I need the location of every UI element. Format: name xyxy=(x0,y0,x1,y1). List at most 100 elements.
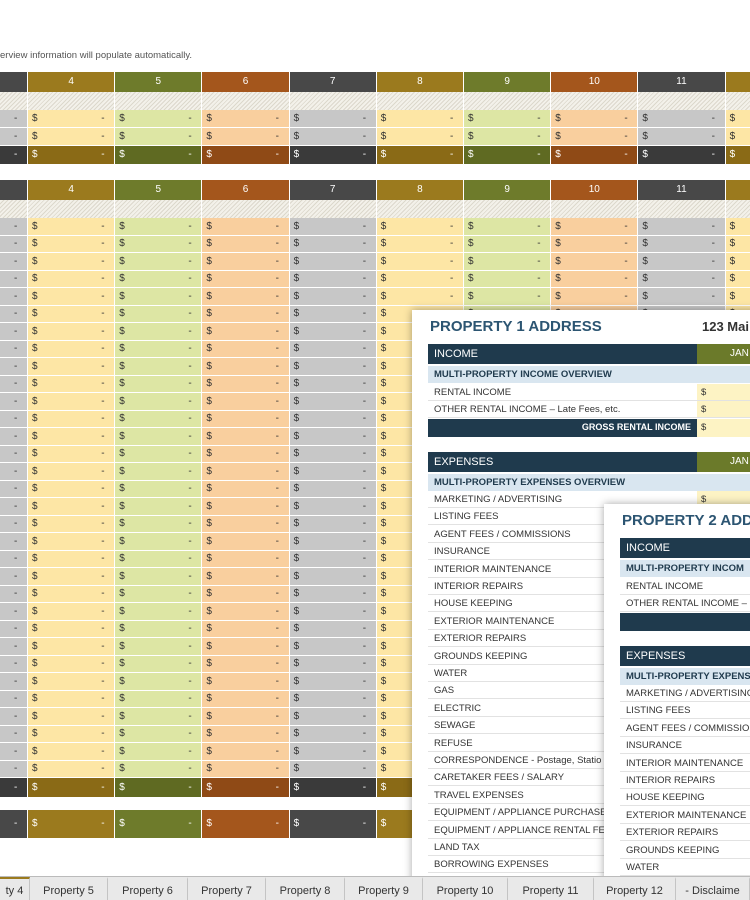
cell-empty: - xyxy=(624,255,628,267)
month-header xyxy=(697,452,750,472)
cell-empty: - xyxy=(450,149,454,160)
column-header xyxy=(376,180,463,200)
cell-empty: - xyxy=(188,273,192,285)
cell-currency: $ xyxy=(206,763,212,775)
cell xyxy=(0,515,27,532)
cell-currency: $ xyxy=(119,448,125,460)
sheet-tab[interactable]: Property 7 xyxy=(188,877,266,900)
cell-currency: $ xyxy=(729,149,736,160)
cell-empty: - xyxy=(362,378,367,390)
sheet-tab[interactable]: Property 11 xyxy=(508,877,594,900)
cell-empty: - xyxy=(711,273,715,285)
column-header xyxy=(551,180,638,200)
cell-currency: $ xyxy=(293,675,300,687)
cell xyxy=(28,323,115,340)
cell xyxy=(115,568,202,585)
sheet-tab[interactable]: ty 4 xyxy=(0,877,30,900)
row-label: INSURANCE xyxy=(626,740,682,752)
cell-currency: $ xyxy=(32,640,38,652)
cell xyxy=(289,253,376,270)
hatch-row xyxy=(0,200,27,218)
sheet-tab[interactable]: Property 9 xyxy=(345,877,423,900)
cell-empty: - xyxy=(711,238,715,250)
cell xyxy=(725,288,750,305)
hatch-row xyxy=(0,92,27,110)
cell xyxy=(115,480,202,497)
cell-currency: $ xyxy=(32,220,38,232)
sheet-tab[interactable]: Property 8 xyxy=(266,877,345,900)
cell-empty: - xyxy=(14,149,18,160)
cell-currency: $ xyxy=(380,395,387,407)
cell-empty: - xyxy=(101,448,105,460)
sheet-tab-label: Property 12 xyxy=(606,885,663,897)
cell-currency: $ xyxy=(380,518,387,530)
cell-empty: - xyxy=(101,220,105,232)
column-header xyxy=(725,72,750,92)
cell-currency: $ xyxy=(206,728,212,740)
cell xyxy=(202,515,289,532)
sheet-tab[interactable]: Property 10 xyxy=(423,877,508,900)
hatch-row xyxy=(725,92,750,110)
cell xyxy=(202,445,289,462)
cell-empty: - xyxy=(275,325,279,337)
cell-currency: $ xyxy=(555,220,561,232)
cell xyxy=(289,725,376,742)
cell xyxy=(202,638,289,655)
cell-empty: - xyxy=(101,360,105,372)
cell-currency: $ xyxy=(293,553,300,565)
cell-currency: $ xyxy=(206,675,212,687)
cell-currency: $ xyxy=(206,413,212,425)
cell-currency: $ xyxy=(119,518,125,530)
cell xyxy=(115,655,202,672)
hatch-row xyxy=(638,92,725,110)
cell-empty: - xyxy=(362,273,367,285)
cell-empty: - xyxy=(275,710,279,722)
sheet-tab[interactable]: Property 12 xyxy=(594,877,676,900)
row-line xyxy=(428,802,750,804)
row-label: AGENT FEES / COMMISSION xyxy=(626,722,750,734)
panel-title: PROPERTY 2 ADD xyxy=(622,512,750,529)
cell xyxy=(202,305,289,322)
cell-currency: $ xyxy=(380,238,387,250)
hatch-row xyxy=(28,200,115,218)
cell-currency: $ xyxy=(468,290,474,302)
row-line xyxy=(620,840,750,842)
cell xyxy=(289,480,376,497)
cell-empty: - xyxy=(362,131,367,142)
row-line xyxy=(428,559,750,561)
value-cell xyxy=(697,491,750,507)
cell-empty: - xyxy=(14,781,18,793)
cell-empty: - xyxy=(275,255,279,267)
cell-currency: $ xyxy=(206,588,212,600)
cell xyxy=(0,725,27,742)
cell-currency: $ xyxy=(206,658,212,670)
cell-empty: - xyxy=(362,588,367,600)
row-line xyxy=(428,785,750,787)
cell-empty: - xyxy=(537,290,541,302)
cell xyxy=(289,498,376,515)
cell xyxy=(28,743,115,760)
cell-empty: - xyxy=(275,658,279,670)
section-header xyxy=(620,538,750,558)
sheet-tab[interactable]: Property 6 xyxy=(108,877,188,900)
cell xyxy=(464,218,551,235)
cell-empty: - xyxy=(188,325,192,337)
cell xyxy=(0,620,27,637)
row-label: EXTERIOR REPAIRS xyxy=(626,827,719,839)
cell-empty: - xyxy=(188,640,192,652)
cell-currency: $ xyxy=(119,255,125,267)
cell-currency: $ xyxy=(380,149,387,160)
sheet-tab-label: Property 9 xyxy=(358,885,409,897)
overview-band xyxy=(620,560,750,577)
cell-currency: $ xyxy=(206,255,212,267)
row-label: GROUNDS KEEPING xyxy=(434,650,528,662)
cell-empty: - xyxy=(275,149,279,160)
cell-empty: - xyxy=(275,623,279,635)
column-header xyxy=(289,180,376,200)
column-header-label: 8 xyxy=(417,184,423,195)
sheet-tab[interactable]: Property 5 xyxy=(30,877,108,900)
total-cell xyxy=(28,810,115,838)
cell-empty: - xyxy=(362,781,367,793)
month-label: JAN xyxy=(730,456,749,467)
sheet-tab[interactable]: - Disclaime xyxy=(676,877,750,900)
